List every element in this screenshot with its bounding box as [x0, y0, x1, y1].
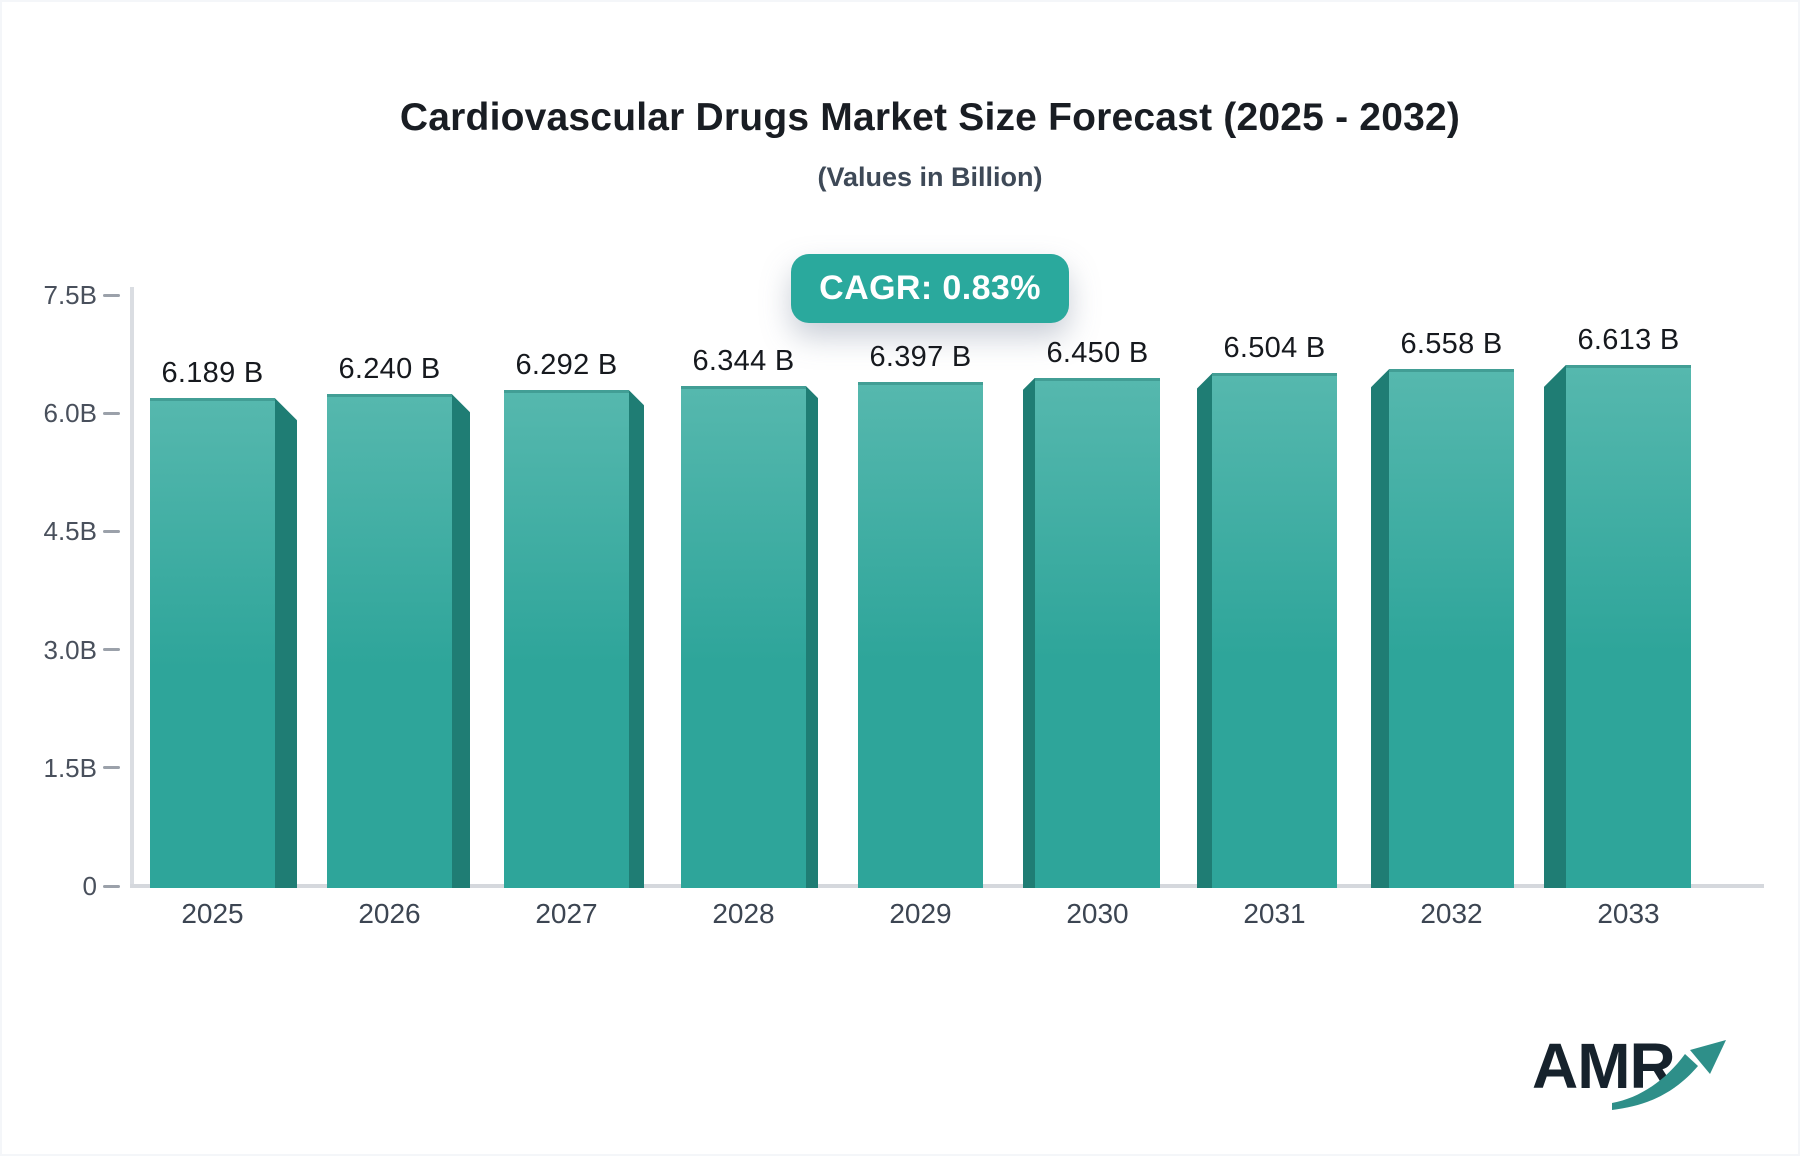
y-axis-tick-mark: [103, 766, 120, 770]
y-axis-tick-label: 0: [82, 871, 97, 901]
y-axis-tick-label: 4.5B: [43, 516, 98, 547]
x-axis-tick-label: 2026: [358, 898, 421, 929]
growth-arrow-icon: [1612, 1040, 1726, 1110]
chart-title: Cardiovascular Drugs Market Size Forecas…: [399, 96, 1461, 139]
bar-value-label: 6.344 B: [692, 345, 795, 378]
y-axis-tick-mark: [103, 648, 120, 652]
bar-value-label: 6.504 B: [1223, 332, 1326, 365]
bar-side-panel: [806, 386, 818, 888]
x-axis-tick-label: 2033: [1597, 898, 1660, 929]
bar-2032: [1389, 369, 1514, 888]
bar-2025: [150, 398, 275, 888]
y-axis-tick-mark: [103, 529, 120, 533]
x-axis-tick-label: 2032: [1420, 898, 1483, 929]
x-axis-tick-label: 2027: [535, 898, 598, 929]
bar-side-panel: [452, 394, 470, 888]
x-axis-tick-label: 2029: [889, 898, 952, 929]
y-axis-tick-label: 7.5B: [43, 280, 98, 310]
y-axis-tick-label: 6.0B: [43, 398, 98, 429]
y-axis-tick-mark: [103, 884, 120, 888]
bar-2026: [327, 394, 452, 888]
bar-side-panel: [1371, 369, 1389, 888]
bar-side-panel: [1544, 364, 1566, 888]
y-axis-tick-mark: [103, 411, 120, 415]
bar-2028: [681, 386, 806, 888]
bar-2027: [504, 390, 629, 888]
x-axis-tick-label: 2025: [181, 898, 244, 929]
bar-2030: [1035, 377, 1160, 888]
bar-value-label: 6.558 B: [1400, 328, 1503, 361]
x-axis-tick-label: 2028: [712, 898, 775, 929]
y-axis-tick-label: 3.0B: [43, 634, 98, 665]
bar-side-panel: [275, 398, 297, 888]
bar-2029: [858, 381, 983, 888]
x-axis-tick-label: 2030: [1066, 898, 1129, 929]
bar-2031: [1212, 373, 1337, 888]
bar-value-label: 6.613 B: [1577, 323, 1680, 356]
bar-value-label: 6.450 B: [1046, 336, 1149, 369]
title-block: Cardiovascular Drugs Market Size Forecas…: [60, 96, 1800, 193]
bar-value-label: 6.240 B: [338, 353, 441, 386]
y-axis-line: [130, 287, 134, 888]
bar-value-label: 6.397 B: [869, 340, 972, 373]
bar-value-label: 6.189 B: [161, 357, 264, 390]
bar-side-panel: [1197, 373, 1212, 888]
x-axis-tick-label: 2031: [1243, 898, 1306, 929]
y-axis-tick-label: 1.5B: [43, 752, 98, 783]
bar-side-panel: [1023, 377, 1035, 888]
bar-side-panel: [629, 390, 644, 888]
bar-value-label: 6.292 B: [515, 349, 618, 382]
bar-2033: [1566, 364, 1691, 888]
y-axis-tick-mark: [103, 293, 120, 297]
chart-subtitle: (Values in Billion): [817, 162, 1043, 192]
cagr-badge: CAGR: 0.83%: [791, 254, 1069, 323]
amr-logo: AMR: [1522, 1022, 1772, 1132]
